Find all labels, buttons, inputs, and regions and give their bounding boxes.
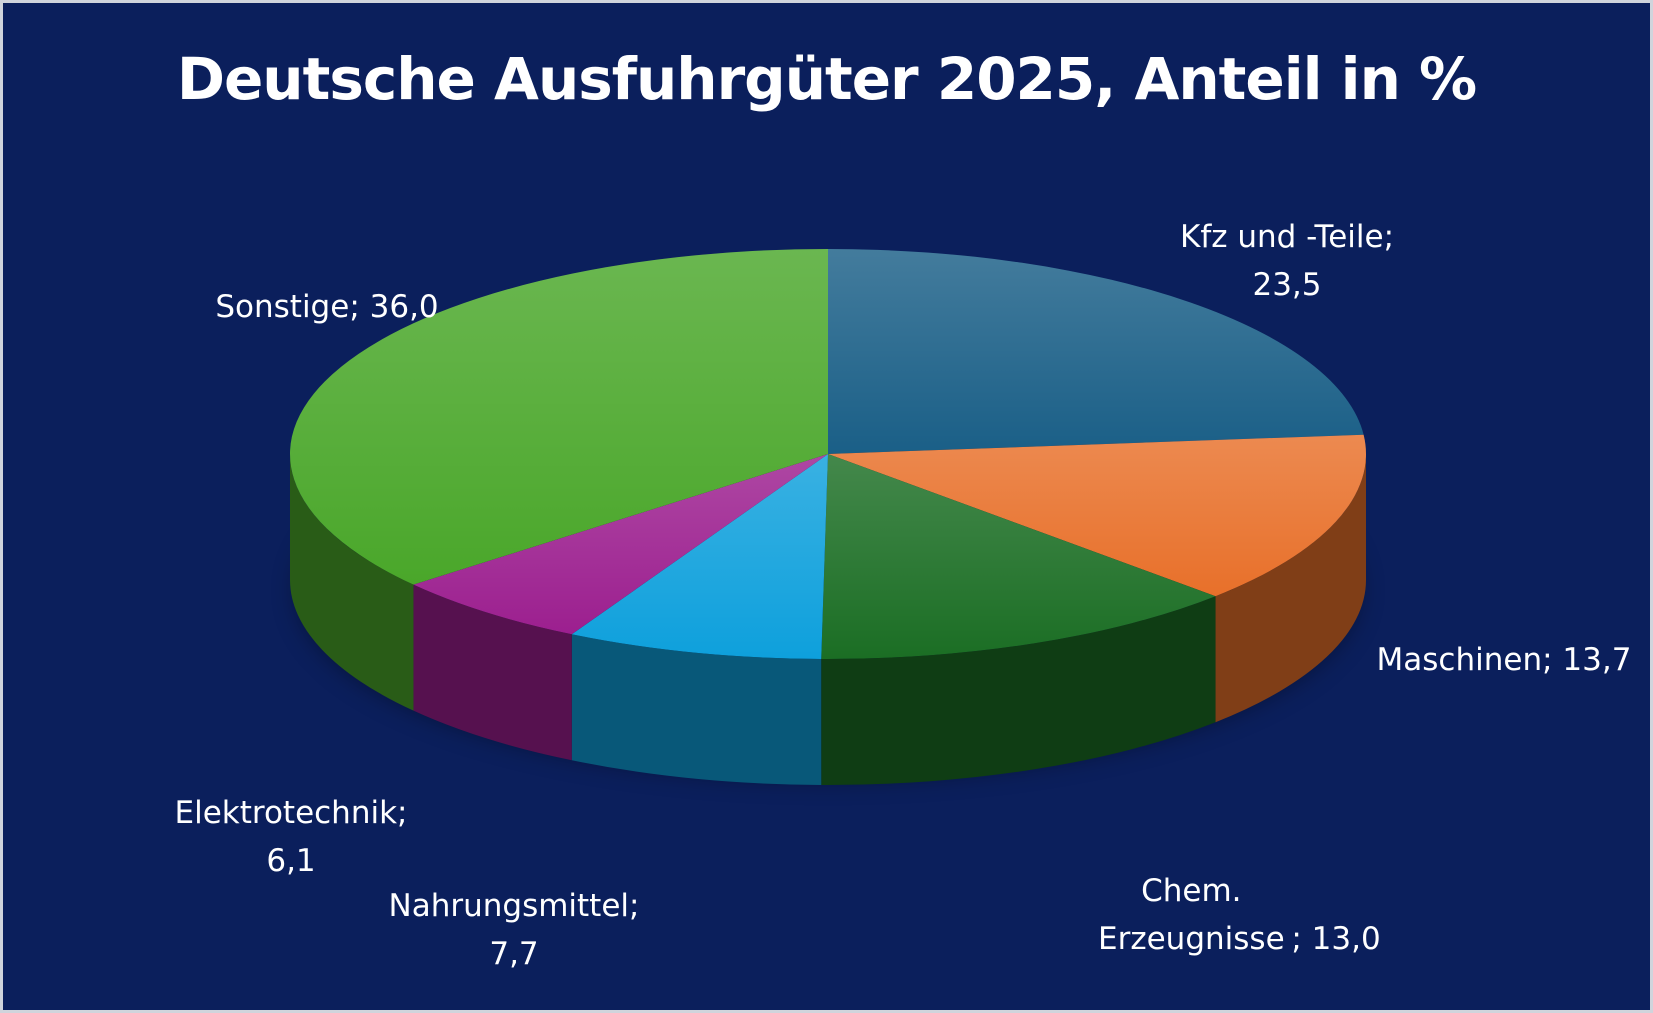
label-part: Maschinen (1376, 642, 1543, 678)
slice-gloss (413, 454, 828, 635)
slice-gloss (828, 434, 1366, 597)
label-part: ; (397, 795, 408, 831)
slice-side (821, 596, 1216, 785)
label-part: ; (349, 289, 370, 325)
data-label: Chem. Erzeugnisse; 13,0 (1091, 867, 1381, 963)
slice-side (413, 584, 572, 761)
slice-gloss (290, 249, 829, 585)
label-part: Kfz und -Teile (1179, 219, 1384, 255)
label-part: ; (629, 888, 640, 924)
slice-side (1215, 454, 1366, 723)
label-part: ; (1383, 219, 1395, 255)
data-label: Sonstige; 36,0 (215, 283, 438, 331)
label-part: Elektrotechnik (174, 795, 398, 831)
label-part: 23,5 (1252, 267, 1322, 303)
slice-gloss (571, 454, 828, 659)
data-label: Kfz und -Teile; 23,5 (1180, 213, 1394, 309)
label-part: 6,1 (266, 843, 316, 879)
data-label: Maschinen; 13,7 (1377, 636, 1632, 684)
label-part: Chem. Erzeugnisse (1098, 873, 1285, 957)
label-part: 7,7 (489, 936, 539, 972)
label-part: ; (1542, 642, 1563, 678)
data-label: Elektrotechnik; 6,1 (175, 789, 408, 885)
label-part: Sonstige (215, 289, 350, 325)
label-part: 36,0 (369, 289, 439, 325)
label-part: 13,0 (1311, 921, 1381, 957)
slice-gloss (828, 249, 1364, 454)
label-part: 13,7 (1562, 642, 1632, 678)
label-part: Nahrungsmittel (388, 888, 630, 924)
slice-gloss (821, 454, 1216, 659)
slice-side (290, 454, 414, 711)
chart-title: Deutsche Ausfuhrgüter 2025, Anteil in % (176, 45, 1477, 113)
label-part: ; (1291, 921, 1312, 957)
slice-side (571, 634, 822, 785)
pie-area (290, 249, 1366, 785)
data-label: Nahrungsmittel; 7,7 (389, 882, 640, 978)
